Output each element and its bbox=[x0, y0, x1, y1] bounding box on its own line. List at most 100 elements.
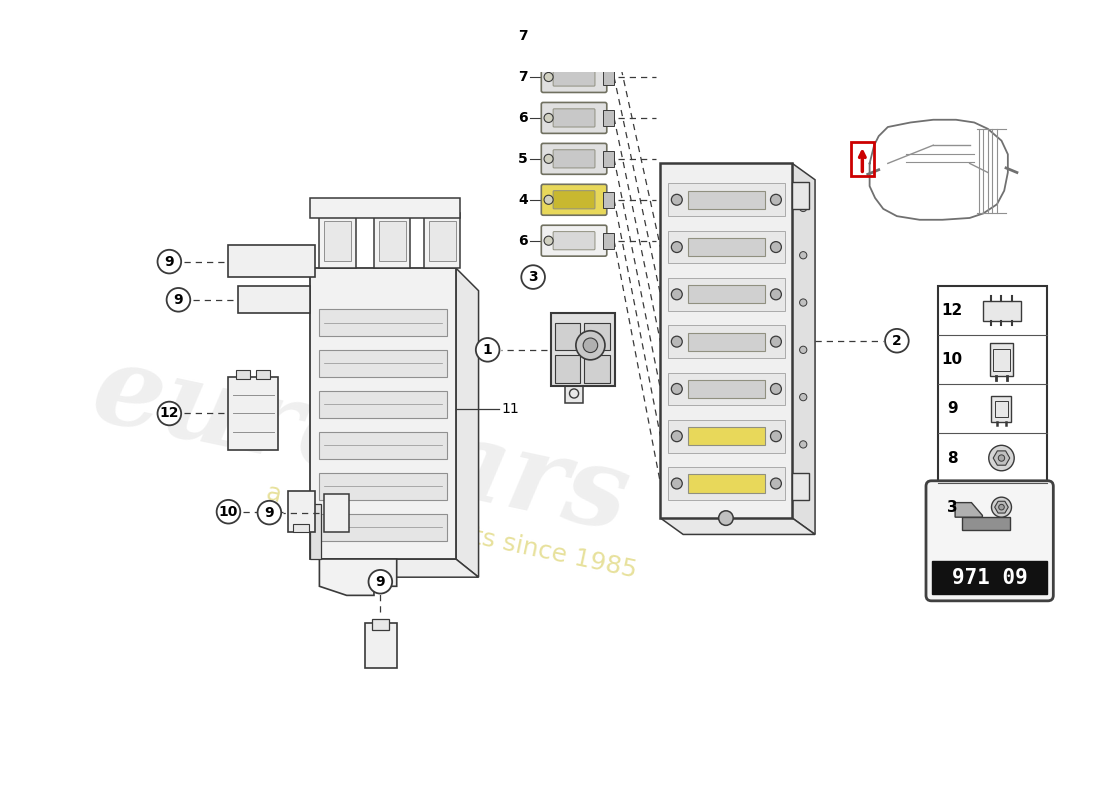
Bar bbox=[319, 309, 447, 336]
Circle shape bbox=[999, 455, 1004, 462]
Bar bbox=[324, 494, 350, 532]
Text: 9: 9 bbox=[265, 506, 274, 520]
Polygon shape bbox=[319, 559, 397, 595]
Circle shape bbox=[217, 500, 240, 523]
Bar bbox=[374, 214, 410, 268]
Circle shape bbox=[544, 154, 553, 163]
Bar bbox=[688, 427, 764, 446]
Bar bbox=[660, 163, 792, 518]
Bar bbox=[319, 432, 447, 459]
Circle shape bbox=[671, 383, 682, 394]
Bar bbox=[238, 286, 310, 314]
FancyBboxPatch shape bbox=[553, 68, 595, 86]
Bar bbox=[991, 396, 1012, 422]
Bar bbox=[584, 322, 609, 350]
Polygon shape bbox=[994, 502, 1009, 513]
Bar bbox=[319, 350, 447, 377]
Bar bbox=[319, 214, 355, 268]
Bar bbox=[993, 349, 1010, 370]
Circle shape bbox=[368, 570, 393, 594]
Text: 10: 10 bbox=[219, 505, 238, 518]
Circle shape bbox=[770, 336, 781, 347]
Bar bbox=[688, 190, 764, 209]
Bar bbox=[310, 268, 455, 559]
Circle shape bbox=[671, 478, 682, 489]
Text: 6: 6 bbox=[518, 234, 528, 248]
Bar bbox=[962, 517, 1010, 530]
Text: 2: 2 bbox=[892, 334, 902, 348]
Circle shape bbox=[476, 338, 499, 362]
Bar bbox=[255, 370, 271, 379]
Text: 9: 9 bbox=[375, 574, 385, 589]
Text: 5: 5 bbox=[518, 152, 528, 166]
Circle shape bbox=[800, 441, 807, 448]
Circle shape bbox=[671, 242, 682, 253]
Circle shape bbox=[800, 252, 807, 259]
Bar bbox=[792, 473, 808, 500]
Circle shape bbox=[583, 338, 597, 353]
Circle shape bbox=[576, 330, 605, 360]
Text: eurocars: eurocars bbox=[82, 336, 638, 554]
Circle shape bbox=[800, 346, 807, 354]
Circle shape bbox=[544, 31, 553, 41]
Bar bbox=[668, 230, 785, 263]
Text: 10: 10 bbox=[942, 352, 962, 367]
FancyBboxPatch shape bbox=[926, 481, 1054, 601]
Text: 9: 9 bbox=[947, 402, 958, 417]
Bar bbox=[565, 386, 583, 402]
Polygon shape bbox=[792, 163, 815, 534]
Circle shape bbox=[671, 430, 682, 442]
Text: 8: 8 bbox=[569, 0, 579, 2]
Circle shape bbox=[770, 430, 781, 442]
Bar bbox=[990, 343, 1013, 376]
Bar bbox=[324, 221, 351, 261]
Bar bbox=[996, 401, 1008, 417]
Text: 9: 9 bbox=[174, 293, 184, 307]
Bar bbox=[688, 333, 764, 350]
Bar bbox=[938, 286, 1047, 532]
Circle shape bbox=[770, 194, 781, 206]
Bar bbox=[287, 490, 315, 532]
Bar bbox=[424, 214, 461, 268]
Bar bbox=[319, 473, 447, 500]
Bar bbox=[584, 355, 609, 382]
Text: 6: 6 bbox=[518, 111, 528, 125]
FancyBboxPatch shape bbox=[553, 190, 595, 209]
Text: 3: 3 bbox=[528, 270, 538, 284]
Polygon shape bbox=[955, 502, 982, 517]
Circle shape bbox=[671, 194, 682, 206]
Bar bbox=[603, 233, 614, 249]
Bar bbox=[668, 467, 785, 500]
FancyBboxPatch shape bbox=[541, 184, 607, 215]
Polygon shape bbox=[455, 268, 478, 577]
FancyBboxPatch shape bbox=[553, 109, 595, 127]
Text: 4: 4 bbox=[518, 193, 528, 206]
Circle shape bbox=[886, 329, 909, 353]
Bar bbox=[319, 390, 447, 418]
Bar bbox=[378, 221, 406, 261]
Text: 3: 3 bbox=[947, 500, 958, 514]
FancyBboxPatch shape bbox=[541, 143, 607, 174]
Text: 11: 11 bbox=[502, 402, 519, 416]
FancyBboxPatch shape bbox=[541, 62, 607, 93]
Circle shape bbox=[770, 478, 781, 489]
Circle shape bbox=[991, 497, 1012, 517]
Circle shape bbox=[770, 289, 781, 300]
Text: 7: 7 bbox=[518, 29, 528, 43]
Circle shape bbox=[718, 510, 734, 526]
Bar bbox=[229, 377, 278, 450]
Bar bbox=[310, 505, 321, 559]
Bar bbox=[668, 183, 785, 216]
FancyBboxPatch shape bbox=[553, 27, 595, 45]
Bar bbox=[229, 246, 315, 277]
Text: 1: 1 bbox=[483, 343, 493, 357]
Bar bbox=[603, 191, 614, 208]
Bar bbox=[668, 420, 785, 453]
Circle shape bbox=[544, 114, 553, 122]
Circle shape bbox=[544, 236, 553, 246]
Circle shape bbox=[989, 446, 1014, 470]
Polygon shape bbox=[319, 559, 478, 577]
Circle shape bbox=[544, 195, 553, 204]
Bar bbox=[603, 69, 614, 85]
Text: 8: 8 bbox=[947, 450, 958, 466]
